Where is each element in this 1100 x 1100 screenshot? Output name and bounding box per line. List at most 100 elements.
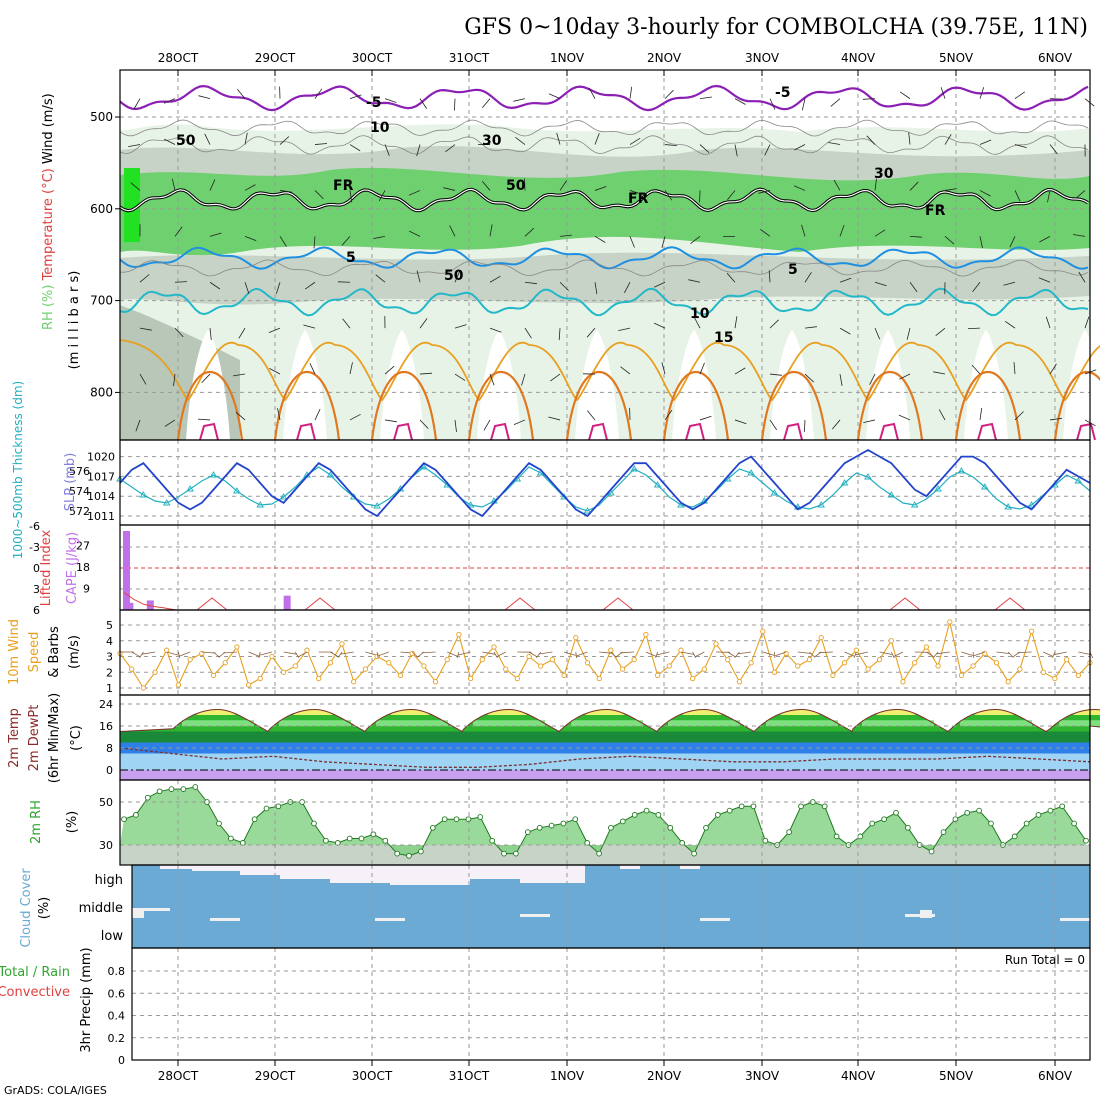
rh2m-marker [1047,807,1054,814]
wind-barb [384,98,397,103]
wind-barb [384,365,395,375]
wind-barb [279,136,290,145]
rh2m-marker [976,807,982,814]
top-date-label: 5NOV [939,51,974,65]
thickness-tick: 576 [69,465,90,478]
wind-tick: 1 [106,682,113,695]
wind-barb [275,282,281,294]
wind-speed-line [119,621,1091,689]
cloud-mid-gap [920,910,932,918]
cloud-ylabel: Cloud Cover [19,868,34,948]
wind-barb-10m [1007,651,1014,658]
wind-barb [764,144,771,156]
rh2m-marker [192,784,199,790]
rh2m-marker [691,850,697,857]
thickness-marker [630,465,639,472]
wind-barb [833,179,841,191]
cape-bar [126,602,134,610]
rh2m-marker [275,803,282,810]
rh2m-marker [465,816,472,823]
wind-barb [862,98,876,100]
wind-barb [629,236,635,248]
wind-speed-marker [210,672,217,679]
temp-contour-20 [467,370,535,441]
wind-barb [699,144,710,153]
wind-speed-marker [351,679,357,685]
temp-max-line [119,708,1100,733]
cloud-high-gap [390,865,470,885]
wind-speed-marker [619,666,626,672]
bottom-date-label: 3NOV [745,1069,780,1083]
wind-speed-marker [853,647,859,653]
rh-contour [119,259,1089,277]
temp-contour-20 [176,370,244,441]
wind-speed-marker [339,641,345,647]
wind-barb [373,235,386,239]
rh-dry-zone [120,70,1090,132]
rh2m-marker [251,816,258,823]
wind-barb [409,230,421,237]
wind-speed-marker [584,660,591,666]
wind-barb [164,138,176,145]
wind-barb [521,373,526,386]
wind-speed-marker [947,619,953,625]
wind-barb [899,91,911,99]
wind-barb-10m [973,651,985,657]
wind-barb [979,139,992,145]
wind-barb [419,419,429,429]
wind-barb [130,182,141,191]
wind-barb-10m [620,651,635,654]
wind-speed-marker [795,663,801,669]
lifted-line [123,592,177,611]
thickness-marker [279,493,288,500]
temp-contour-25 [879,422,899,441]
rh-dry-spike [866,330,910,440]
wind-barb [933,371,946,375]
thickness-marker [747,469,755,476]
wind-barb-10m [201,651,216,654]
wind-barb [384,419,397,423]
thickness-ylabel: 1000~500mb Thickness (dm) [11,381,25,559]
wind-speed-marker [1005,679,1011,685]
wind-barb [839,373,843,386]
wind-barb [233,373,246,377]
top-date-label: 29OCT [255,51,296,65]
wind-speed-marker [187,656,193,663]
lifted-hump [504,597,536,611]
wind-barb [866,135,876,145]
wind-barb [804,419,806,432]
wind-speed-marker [269,653,275,660]
wind-speed-marker [491,644,497,650]
rh2m-tick: 30 [99,839,113,852]
lifted-tick: 3 [33,583,40,596]
rh2m-marker [156,788,163,795]
wind-speed-marker [982,650,988,657]
wind-barb [629,190,642,195]
wind-barb [349,94,362,100]
wind-barb-10m [818,651,833,654]
wind-barb [489,373,495,386]
wind-barb [828,142,841,145]
slp-tick: 1017 [87,470,115,483]
wind-barb [734,316,738,329]
wind-barb [618,327,631,331]
rh2m-marker [750,803,757,810]
top-date-label: 3NOV [745,51,780,65]
rh2m-marker [524,829,531,835]
temp-contour-20 [954,370,1022,441]
thickness-marker [583,507,592,514]
rh2m-marker [928,848,935,855]
wind-barb [1038,277,1051,283]
lifted-tick: -3 [29,541,40,554]
wind-barb-10m [932,651,939,658]
wind-speed-marker [245,682,252,688]
temp-contour-20 [1053,370,1100,441]
cloud-mid-gap [210,918,240,921]
wind-barb [909,282,918,293]
wind-barb [690,236,701,245]
wind-barb [378,190,386,202]
wind-barb [174,226,183,237]
wind-barb [938,409,946,421]
rh2m-marker [738,803,745,810]
wind-speed-marker [596,675,602,682]
